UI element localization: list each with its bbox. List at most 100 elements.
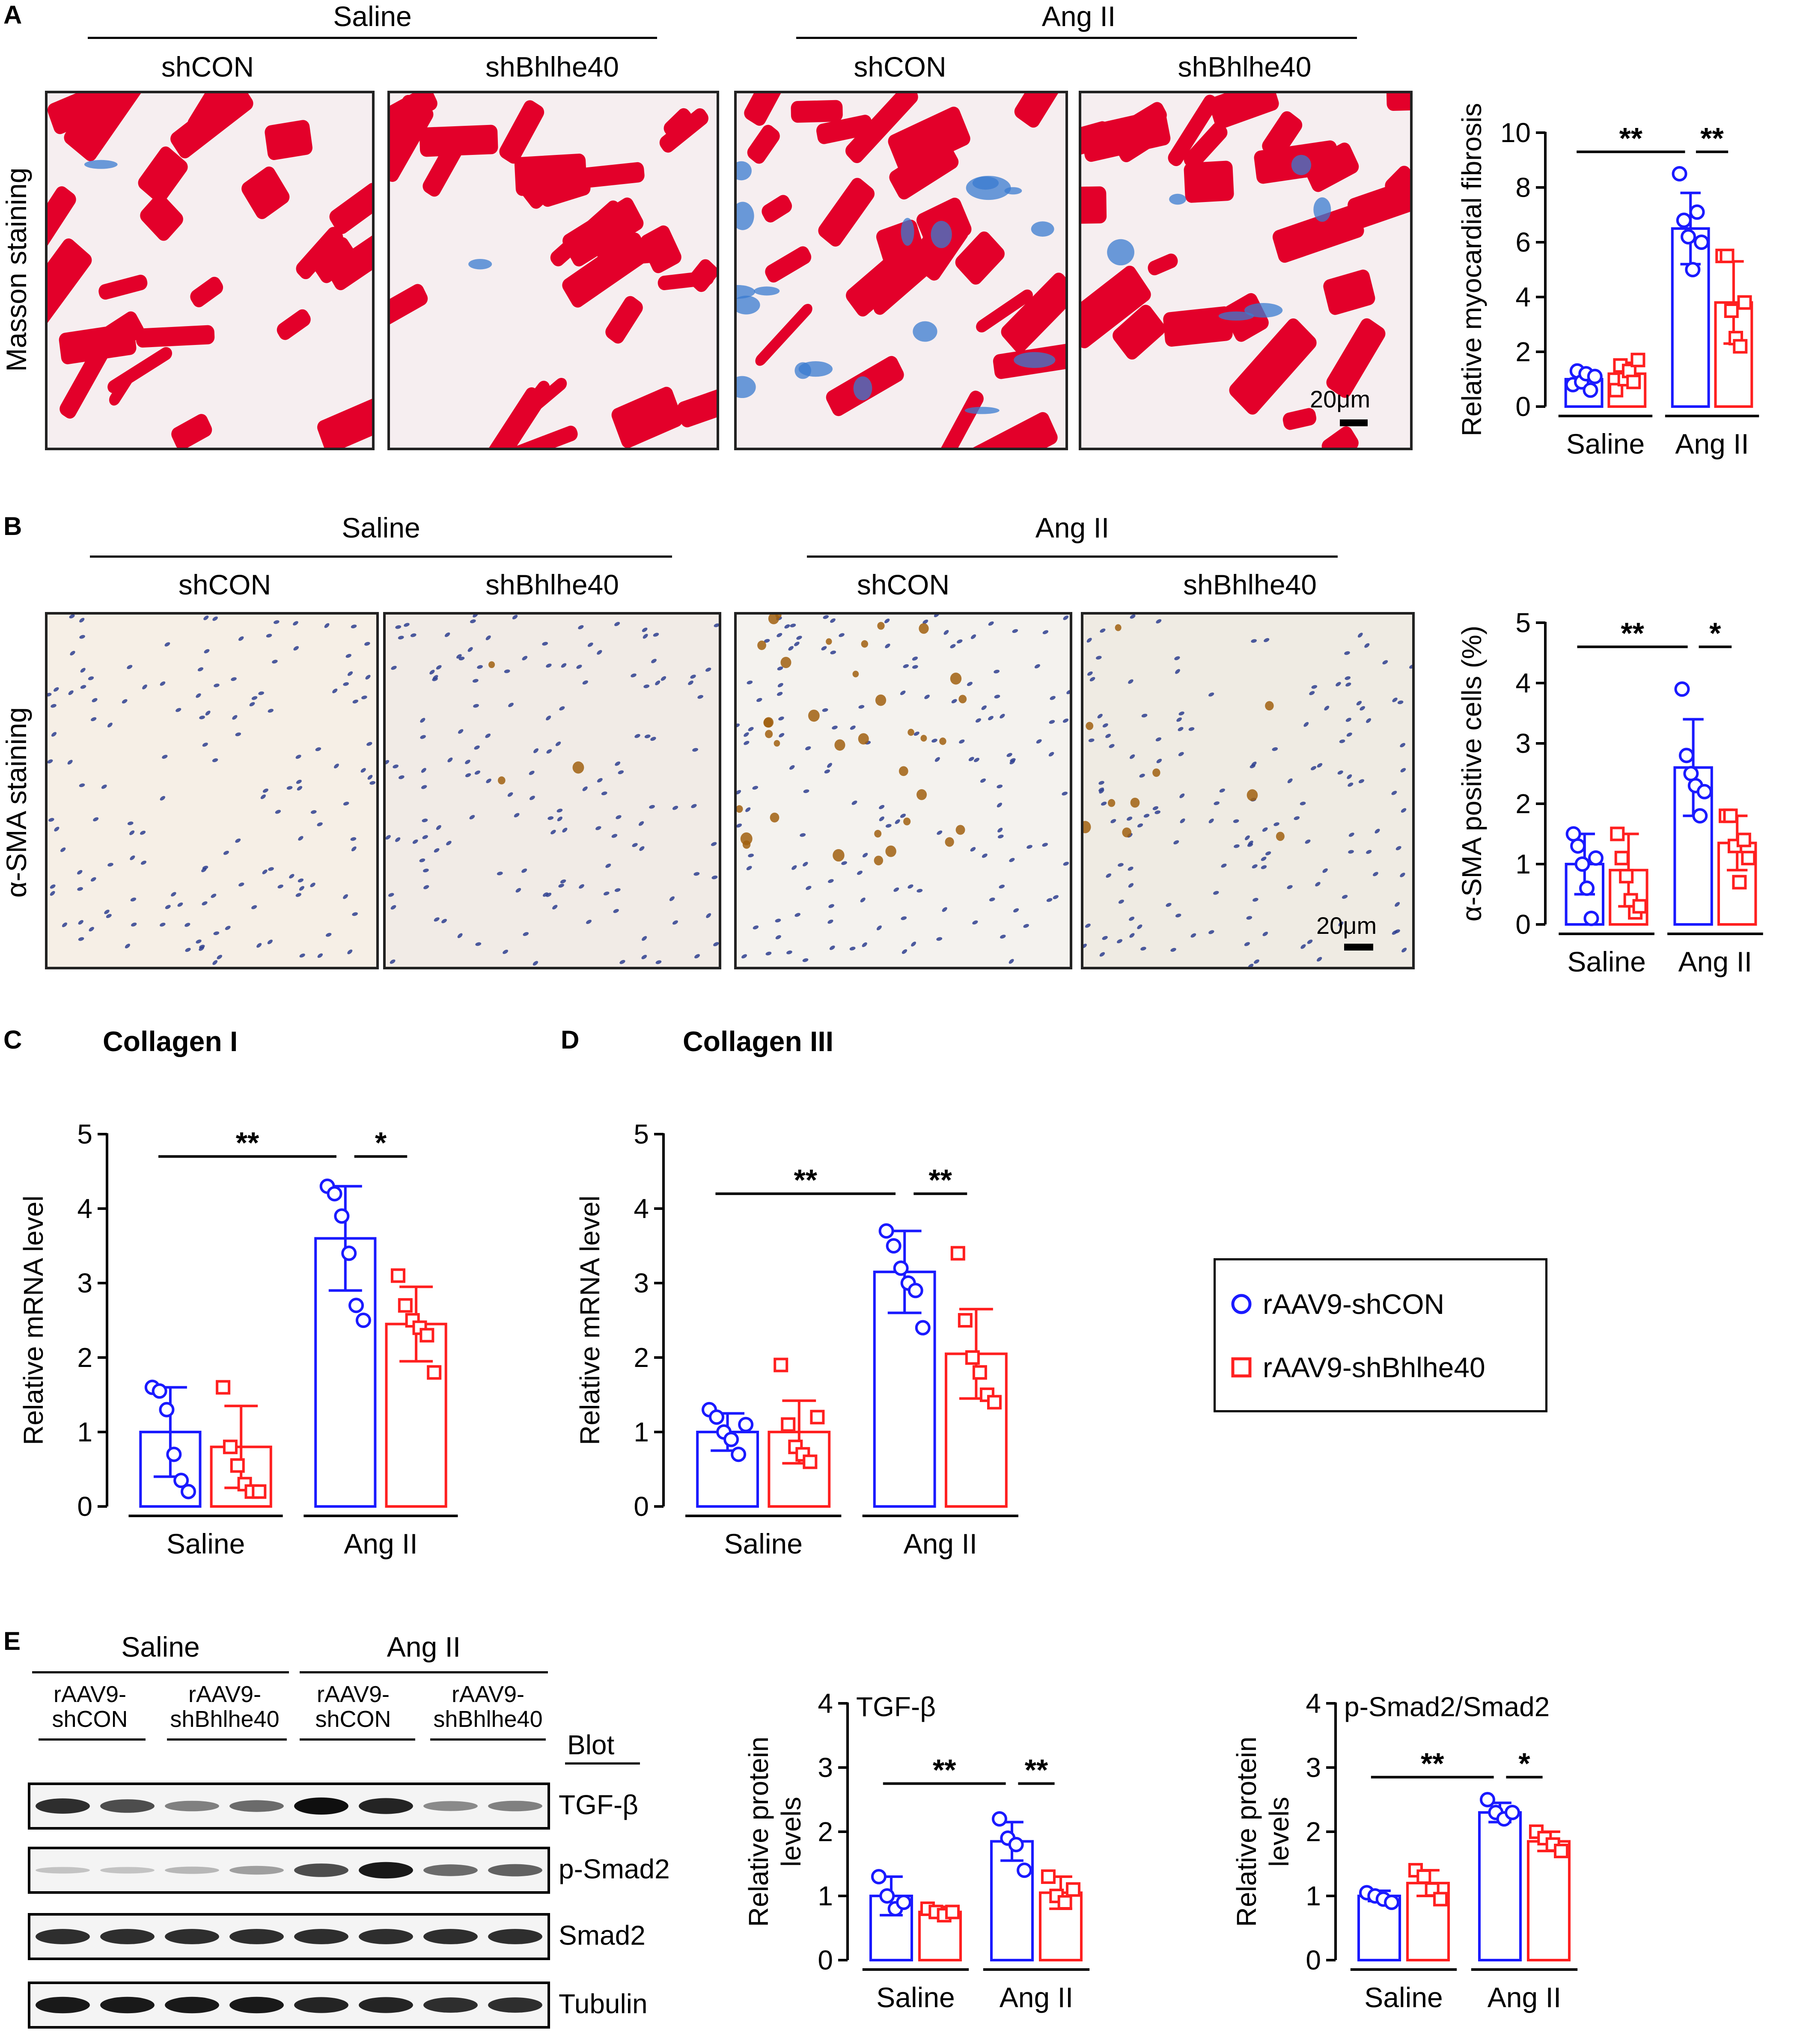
- nucleus: [578, 625, 584, 630]
- blot-band: [294, 1929, 348, 1944]
- nucleus: [251, 696, 258, 700]
- nucleus: [747, 680, 753, 685]
- nucleus: [160, 681, 166, 686]
- y-tick-label: 5: [77, 1119, 92, 1150]
- chart-c: 0 1 2 3 4 5 Relative mRNA level Saline Ang II ** *: [0, 1096, 514, 1575]
- data-point: [1610, 826, 1625, 841]
- nucleus: [1345, 676, 1351, 680]
- data-point: [327, 1186, 342, 1202]
- nucleus: [423, 885, 429, 889]
- nucleus: [315, 747, 321, 752]
- blot-band: [423, 1929, 478, 1944]
- nucleus: [202, 901, 208, 906]
- positive-stain: [877, 622, 885, 630]
- muscle-fiber: [48, 186, 76, 256]
- data-point: [1583, 382, 1598, 398]
- muscle-fiber: [311, 237, 357, 283]
- nucleus: [879, 816, 884, 821]
- nucleus: [164, 642, 170, 647]
- muscle-fiber: [59, 323, 137, 365]
- data-point: [1619, 869, 1634, 884]
- nucleus: [419, 858, 425, 862]
- nucleus: [80, 685, 86, 689]
- nucleus: [1100, 628, 1106, 633]
- nucleus: [934, 615, 940, 618]
- nucleus: [386, 760, 390, 765]
- nucleus: [1166, 903, 1172, 907]
- nucleus: [125, 944, 130, 948]
- muscle-fiber: [1209, 93, 1279, 129]
- nucleus: [48, 692, 52, 697]
- data-point: [1017, 1863, 1032, 1878]
- nucleus: [885, 643, 890, 648]
- positive-stain: [852, 671, 859, 677]
- scale-bar: [1344, 944, 1373, 951]
- nucleus: [165, 905, 171, 909]
- nucleus: [93, 817, 99, 822]
- asma-image: [48, 615, 376, 967]
- asma-image: [1083, 615, 1412, 967]
- nucleus: [901, 916, 907, 920]
- muscle-fiber: [955, 231, 1005, 285]
- nucleus: [778, 716, 784, 721]
- y-tick-label: 3: [818, 1752, 833, 1783]
- data-point: [230, 1458, 245, 1473]
- significance-label: **: [933, 1753, 956, 1787]
- nucleus: [185, 948, 191, 952]
- nucleus: [1303, 722, 1309, 727]
- nucleus: [711, 875, 718, 879]
- nucleus: [1234, 844, 1240, 848]
- muscle-fiber: [317, 390, 372, 448]
- muscle-fiber: [98, 274, 148, 300]
- lane-label: rAAV9- shCON: [315, 1682, 391, 1732]
- blot-band: [488, 1997, 542, 2013]
- muscle-fiber: [1081, 109, 1171, 162]
- nucleus: [142, 684, 147, 689]
- blot-band: [229, 1929, 284, 1944]
- nucleus: [1178, 727, 1184, 731]
- nucleus: [851, 800, 857, 805]
- chart-e-p-smad2: 0 1 2 3 4 Relative protein levels p-Smad2/Smad2…: [1190, 1639, 1682, 2041]
- nucleus: [543, 892, 548, 897]
- nucleus: [957, 639, 963, 644]
- nucleus: [823, 615, 829, 619]
- muscle-fiber: [1323, 269, 1375, 315]
- nucleus: [1085, 924, 1091, 928]
- legend-item-shcon: rAAV9-shCON: [1263, 1288, 1445, 1320]
- nucleus: [1046, 898, 1053, 902]
- nucleus: [1244, 942, 1250, 946]
- muscle-fiber: [1113, 305, 1166, 360]
- data-point: [1685, 262, 1701, 277]
- nucleus: [391, 665, 397, 670]
- nucleus: [470, 619, 476, 624]
- data-point: [788, 1439, 803, 1454]
- data-point: [1736, 832, 1751, 847]
- nucleus: [614, 888, 621, 892]
- nucleus: [951, 699, 957, 704]
- nucleus: [80, 668, 86, 673]
- nucleus: [160, 796, 165, 801]
- nucleus: [634, 734, 640, 738]
- nucleus: [262, 788, 268, 793]
- muscle-fiber: [791, 100, 843, 123]
- nucleus: [1118, 900, 1124, 904]
- nucleus: [786, 950, 792, 954]
- scale-bar-label: 20μm: [1316, 912, 1377, 939]
- nucleus: [1347, 774, 1352, 779]
- nucleus: [1221, 863, 1227, 868]
- significance-label: **: [1700, 122, 1724, 155]
- nucleus: [366, 742, 372, 746]
- nucleus: [1089, 677, 1095, 682]
- nucleus: [1006, 753, 1012, 757]
- data-point: [252, 1484, 267, 1499]
- y-tick-label: 8: [1515, 172, 1531, 203]
- positive-stain: [955, 825, 965, 835]
- nucleus: [204, 649, 210, 654]
- data-point: [355, 1313, 371, 1328]
- nucleus: [79, 635, 85, 639]
- blot-band: [36, 1798, 90, 1814]
- positive-stain: [834, 739, 845, 751]
- nucleus: [211, 894, 217, 898]
- muscle-fiber: [265, 120, 312, 160]
- nucleus: [748, 853, 754, 858]
